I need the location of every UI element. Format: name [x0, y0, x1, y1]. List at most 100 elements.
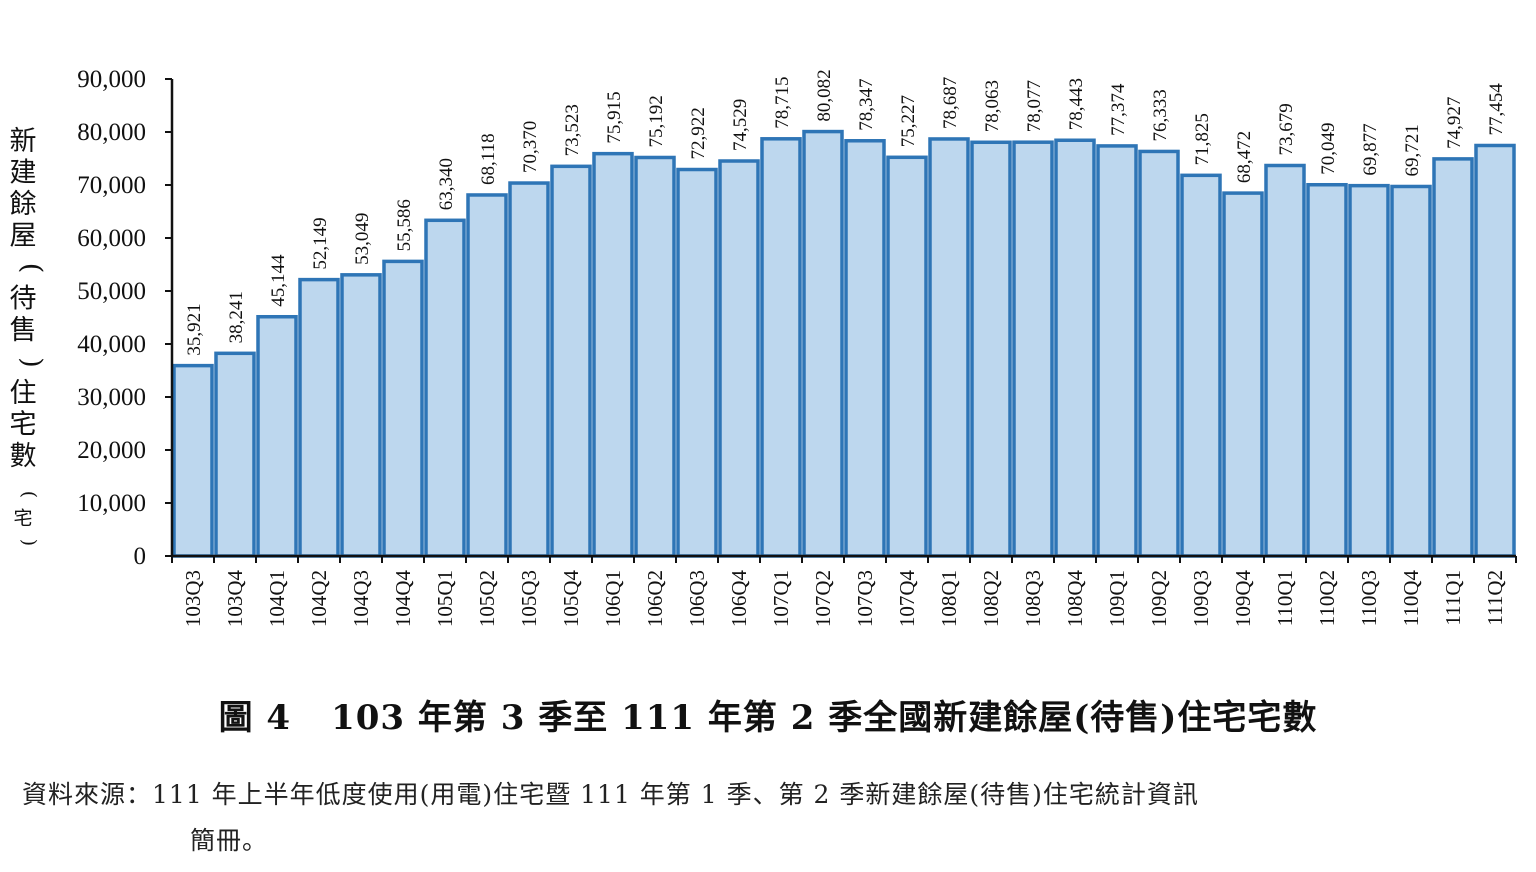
y-tick-label: 90,000 [77, 66, 146, 93]
data-label-107Q3: 78,347 [856, 79, 877, 131]
bar-110Q1 [1264, 163, 1306, 558]
y-tick-label: 20,000 [77, 437, 146, 464]
data-label-110Q1: 73,679 [1276, 103, 1297, 155]
x-tick-label-106Q1: 106Q1 [601, 570, 625, 627]
bar-103Q3 [172, 363, 214, 558]
x-tick-label-106Q4: 106Q4 [727, 570, 751, 628]
x-tick-label-105Q3: 105Q3 [517, 570, 541, 627]
x-tick-label-109Q2: 109Q2 [1147, 570, 1171, 627]
source-text-continuation: 簡冊。 [190, 826, 269, 855]
bar-109Q2 [1138, 149, 1180, 558]
bar-108Q2 [970, 140, 1012, 558]
bar-105Q2 [466, 193, 508, 558]
bar-106Q4 [718, 159, 760, 558]
x-tick-label-109Q4: 109Q4 [1231, 570, 1255, 628]
x-tick-label-105Q1: 105Q1 [433, 570, 457, 627]
y-tick-label: 50,000 [77, 278, 146, 305]
bar-106Q3 [676, 167, 718, 558]
x-tick-label-105Q2: 105Q2 [475, 570, 499, 627]
data-label-110Q4: 69,721 [1402, 124, 1423, 176]
figure-number: 圖 4 [218, 698, 292, 738]
data-label-109Q1: 77,374 [1108, 83, 1129, 136]
x-tick-label-107Q4: 107Q4 [895, 570, 919, 628]
figure-title-text: 103 年第 3 季至 111 年第 2 季全國新建餘屋(待售)住宅宅數 [331, 698, 1318, 738]
data-labels: 35,921 38,241 45,144 52,149 53,049 55,586 63,3… [184, 69, 1507, 355]
data-label-105Q4: 73,523 [562, 104, 583, 156]
y-label-char: 待 [10, 284, 37, 315]
y-label-char: ) [16, 357, 47, 368]
bar-103Q4 [214, 351, 256, 558]
bar-106Q2 [634, 155, 676, 558]
y-label-char: ( [16, 263, 47, 274]
y-tick-label: 10,000 [77, 490, 146, 517]
x-tick-label-103Q3: 103Q3 [181, 570, 205, 627]
data-label-109Q2: 76,333 [1150, 89, 1171, 141]
x-tick-label-109Q3: 109Q3 [1189, 570, 1213, 627]
x-tick-label-108Q3: 108Q3 [1021, 570, 1045, 627]
bar-109Q4 [1222, 191, 1264, 558]
bar-105Q3 [508, 181, 550, 558]
data-label-107Q2: 80,082 [814, 69, 835, 121]
source-note: 資料來源：111 年上半年低度使用(用電)住宅暨 111 年第 1 季、第 2 … [22, 772, 1512, 864]
bar-109Q3 [1180, 173, 1222, 558]
data-label-105Q3: 70,370 [520, 121, 541, 173]
y-label-unit-char: 宅 [13, 508, 32, 530]
data-label-110Q3: 69,877 [1360, 123, 1381, 175]
x-tick-label-108Q4: 108Q4 [1063, 570, 1087, 628]
data-label-110Q2: 70,049 [1318, 122, 1339, 174]
bar-105Q4 [550, 164, 592, 558]
x-tick-label-110Q1: 110Q1 [1273, 570, 1297, 626]
data-label-107Q1: 78,715 [772, 77, 793, 129]
x-tick-label-104Q1: 104Q1 [265, 570, 289, 627]
data-label-111Q2: 77,454 [1486, 83, 1507, 136]
bar-106Q1 [592, 151, 634, 558]
source-text: 111 年上半年低度使用(用電)住宅暨 111 年第 1 季、第 2 季新建餘屋… [152, 780, 1199, 809]
y-tick-label: 80,000 [77, 119, 146, 146]
bar-111Q1 [1432, 157, 1474, 558]
y-axis-ticks: 0 10,000 20,000 30,000 40,000 50,000 60,000 70,… [77, 66, 172, 570]
bar-chart: 新建餘屋(待售)住宅數(宅) 010,00020,00030,00040,000… [10, 66, 1517, 628]
x-tick-label-103Q4: 103Q4 [223, 570, 247, 628]
x-tick-label-104Q4: 104Q4 [391, 570, 415, 628]
y-tick-label: 0 [134, 543, 147, 570]
bar-110Q3 [1348, 183, 1390, 558]
bar-109Q1 [1096, 144, 1138, 558]
bar-108Q1 [928, 137, 970, 558]
data-label-104Q1: 45,144 [268, 254, 289, 307]
x-axis-ticks: 103Q3 103Q4 104Q1 104Q2 104Q3 104Q4 105Q1 105Q2… [171, 556, 1517, 628]
data-label-105Q1: 63,340 [436, 158, 457, 210]
data-label-111Q1: 74,927 [1444, 97, 1465, 149]
x-tick-label-110Q3: 110Q3 [1357, 570, 1381, 626]
bar-107Q1 [760, 137, 802, 558]
bar-107Q4 [886, 155, 928, 558]
data-label-106Q4: 74,529 [730, 99, 751, 151]
data-label-109Q3: 71,825 [1192, 113, 1213, 165]
data-label-105Q2: 68,118 [478, 133, 499, 185]
bar-104Q2 [298, 277, 340, 558]
bar-104Q4 [382, 259, 424, 558]
y-axis-label: 新建餘屋(待售)住宅數(宅) [10, 126, 48, 546]
data-label-106Q3: 72,922 [688, 107, 709, 159]
x-tick-label-108Q2: 108Q2 [979, 570, 1003, 627]
y-label-char: 建 [10, 158, 37, 189]
x-tick-label-110Q2: 110Q2 [1315, 570, 1339, 626]
y-label-char: 數 [10, 441, 37, 472]
x-tick-label-108Q1: 108Q1 [937, 570, 961, 627]
bar-110Q2 [1306, 182, 1348, 558]
bar-104Q1 [256, 314, 298, 558]
x-tick-label-110Q4: 110Q4 [1399, 570, 1423, 627]
data-label-106Q2: 75,192 [646, 95, 667, 147]
y-tick-label: 70,000 [77, 172, 146, 199]
data-label-108Q4: 78,443 [1066, 78, 1087, 130]
x-tick-label-107Q2: 107Q2 [811, 570, 835, 627]
x-tick-label-105Q4: 105Q4 [559, 570, 583, 628]
data-label-107Q4: 75,227 [898, 95, 919, 147]
data-label-104Q2: 52,149 [310, 217, 331, 269]
source-label: 資料來源： [22, 780, 153, 809]
x-tick-label-109Q1: 109Q1 [1105, 570, 1129, 627]
y-label-char: 屋 [10, 221, 37, 252]
y-label-unit-char: ) [18, 539, 40, 546]
data-label-103Q3: 35,921 [184, 303, 205, 355]
bars [172, 129, 1516, 558]
x-tick-label-106Q2: 106Q2 [643, 570, 667, 627]
